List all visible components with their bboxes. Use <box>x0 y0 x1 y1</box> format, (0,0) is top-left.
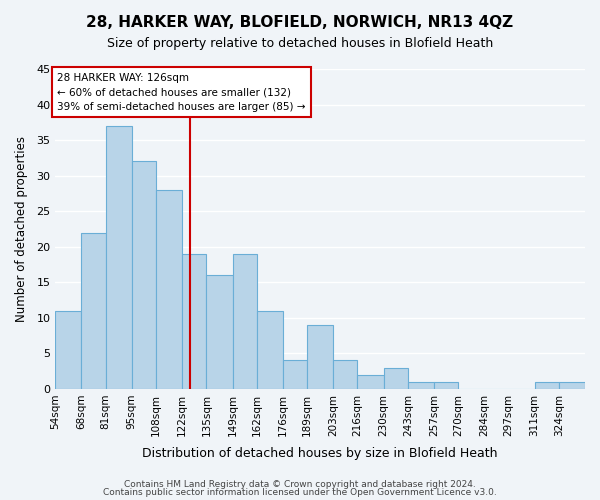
Bar <box>358 374 383 389</box>
Bar <box>132 162 156 389</box>
Bar <box>106 126 132 389</box>
Bar <box>257 310 283 389</box>
Bar <box>434 382 458 389</box>
Bar <box>408 382 434 389</box>
X-axis label: Distribution of detached houses by size in Blofield Heath: Distribution of detached houses by size … <box>142 447 498 460</box>
Bar <box>535 382 559 389</box>
Bar <box>559 382 585 389</box>
Bar <box>283 360 307 389</box>
Bar <box>307 325 333 389</box>
Bar <box>182 254 206 389</box>
Bar <box>55 310 82 389</box>
Bar <box>82 232 106 389</box>
Text: Size of property relative to detached houses in Blofield Heath: Size of property relative to detached ho… <box>107 38 493 51</box>
Y-axis label: Number of detached properties: Number of detached properties <box>15 136 28 322</box>
Text: Contains HM Land Registry data © Crown copyright and database right 2024.: Contains HM Land Registry data © Crown c… <box>124 480 476 489</box>
Text: Contains public sector information licensed under the Open Government Licence v3: Contains public sector information licen… <box>103 488 497 497</box>
Bar <box>333 360 358 389</box>
Text: 28 HARKER WAY: 126sqm
← 60% of detached houses are smaller (132)
39% of semi-det: 28 HARKER WAY: 126sqm ← 60% of detached … <box>57 72 305 112</box>
Bar <box>156 190 182 389</box>
Text: 28, HARKER WAY, BLOFIELD, NORWICH, NR13 4QZ: 28, HARKER WAY, BLOFIELD, NORWICH, NR13 … <box>86 15 514 30</box>
Bar <box>206 275 233 389</box>
Bar <box>383 368 408 389</box>
Bar <box>233 254 257 389</box>
